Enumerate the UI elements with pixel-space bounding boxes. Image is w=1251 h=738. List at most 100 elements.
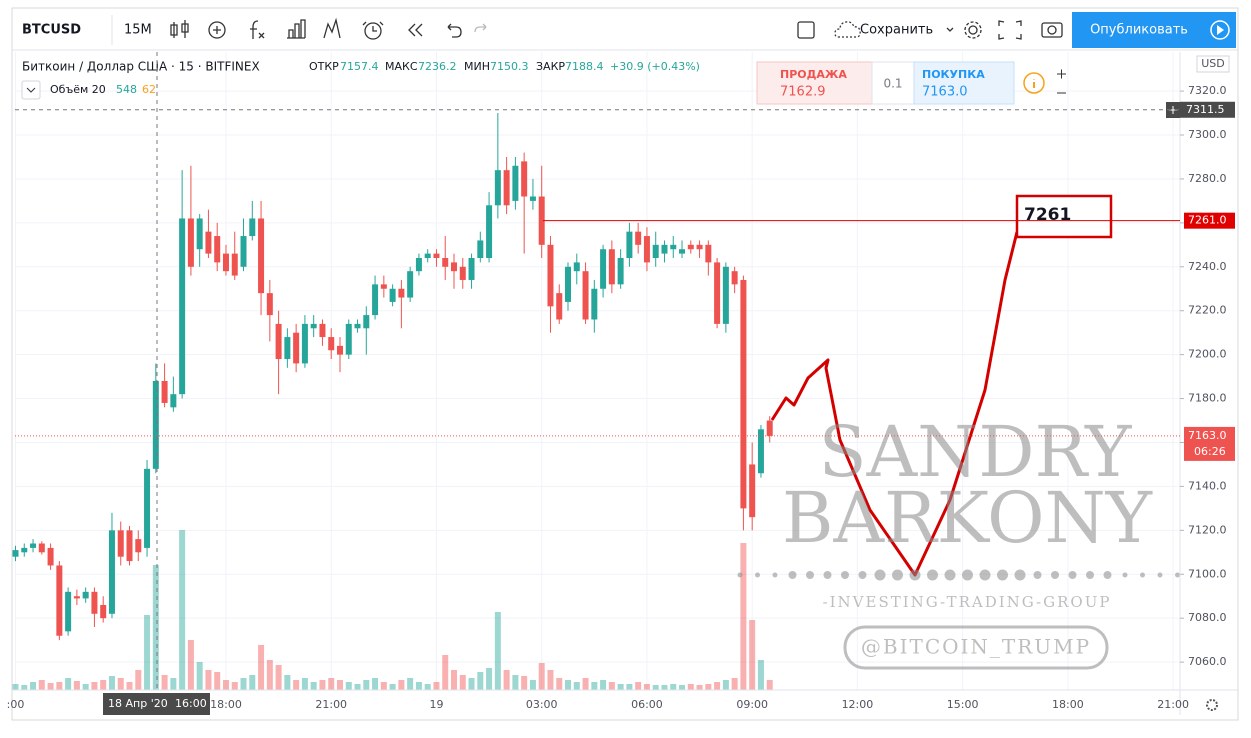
candle-body xyxy=(135,539,142,553)
volume-bar xyxy=(731,678,738,690)
watermark-dot xyxy=(823,571,832,579)
play-circle xyxy=(1210,20,1230,40)
watermark-badge xyxy=(843,625,1109,670)
volume-bar xyxy=(310,682,317,690)
volume-label: Объём 20 xyxy=(50,83,106,96)
redo-icon[interactable] xyxy=(474,23,487,33)
candle-body xyxy=(591,288,598,320)
candle-body xyxy=(757,429,764,474)
watermark-dot xyxy=(1140,572,1145,578)
symbol[interactable]: BTCUSD xyxy=(22,23,81,38)
watermark-dot xyxy=(772,572,778,578)
low-label: МИН xyxy=(464,60,490,73)
buy-button[interactable] xyxy=(913,61,1015,105)
candle-body xyxy=(451,262,457,272)
x-tick-label: 19 xyxy=(429,698,443,711)
volume-bar xyxy=(643,684,650,690)
volume-bar xyxy=(477,672,484,690)
sell-button[interactable] xyxy=(756,61,873,105)
crosshair-price: 7311.5 xyxy=(1186,103,1225,116)
publish-button[interactable] xyxy=(1072,12,1206,48)
indicator-icon[interactable] xyxy=(208,21,226,39)
candle-body xyxy=(468,258,475,280)
volume-bar xyxy=(679,685,686,690)
collapse-button[interactable] xyxy=(21,80,41,100)
x-tick-label: 06:00 xyxy=(631,698,663,711)
candle-body xyxy=(749,464,756,518)
volume-bar xyxy=(565,680,572,690)
replay-icon[interactable] xyxy=(408,23,423,37)
x-tick-label: 12:00 xyxy=(842,698,874,711)
crosshair-price-box xyxy=(1180,101,1235,118)
chart-type-icon[interactable] xyxy=(170,20,189,38)
watermark-dot xyxy=(788,571,797,579)
candle-body xyxy=(547,244,554,307)
quantity-field[interactable] xyxy=(871,61,915,105)
stepper[interactable] xyxy=(1057,69,1066,94)
volume-bar xyxy=(687,684,694,690)
volume-bar xyxy=(608,682,615,690)
watermark-line: SANDRY xyxy=(819,411,1132,493)
candle-body xyxy=(424,253,431,259)
watermark-dot xyxy=(962,569,973,581)
interval[interactable]: 15M xyxy=(124,23,152,38)
candle-body xyxy=(82,591,89,599)
candle-body xyxy=(117,530,124,557)
watermark-dot xyxy=(1157,572,1163,578)
legend: Биткоин / Доллар США · 15 · BITFINEX ОТК… xyxy=(21,60,700,100)
lens xyxy=(1047,25,1057,35)
volume-bar xyxy=(415,682,422,690)
layout-icon[interactable] xyxy=(797,21,815,39)
candle-body xyxy=(266,293,273,316)
volume-bar xyxy=(503,670,510,690)
volume-bar xyxy=(205,670,212,690)
candle-body xyxy=(433,253,440,259)
watermark-dot xyxy=(909,569,921,581)
countdown: 06:26 xyxy=(1194,445,1226,458)
watermark-dot xyxy=(841,571,849,579)
toolbar: BTCUSD 15M Сохранить Опубликовать xyxy=(12,12,1238,51)
volume-bar xyxy=(65,678,72,690)
fx-icon[interactable] xyxy=(250,20,265,39)
volume-bar xyxy=(468,678,475,690)
volume-bar xyxy=(73,681,80,690)
trade-panel: ПРОДАЖА 7162.9 0.1 ПОКУПКА 7163.0 xyxy=(756,61,1066,105)
plus-icon xyxy=(213,26,221,34)
candle-body xyxy=(152,380,159,469)
settings-icon[interactable] xyxy=(968,25,978,35)
volume-bar xyxy=(222,680,229,690)
y-tick-label: 7320.0 xyxy=(1188,84,1227,97)
candle-body xyxy=(415,258,422,272)
annotation-box xyxy=(1015,194,1113,239)
y-tick-label: 7120.0 xyxy=(1188,523,1227,536)
save-button[interactable]: Сохранить xyxy=(860,23,933,38)
crosshair-time: 16:00 xyxy=(175,697,207,710)
info-icon[interactable] xyxy=(1023,72,1045,94)
candle-body xyxy=(398,288,405,298)
undo-icon[interactable] xyxy=(447,23,462,38)
currency-box xyxy=(1196,55,1230,73)
sell-label: ПРОДАЖА xyxy=(780,68,847,81)
candle-body xyxy=(714,262,721,324)
candle-body xyxy=(477,240,484,259)
compare-icon[interactable] xyxy=(287,19,306,39)
alert-icon[interactable] xyxy=(364,22,382,40)
candle-body xyxy=(161,380,168,403)
last-price-box xyxy=(1184,426,1235,461)
volume-bar xyxy=(135,670,142,690)
publish-label: Опубликовать xyxy=(1090,23,1188,38)
axis-settings[interactable] xyxy=(1206,699,1218,711)
template-icon[interactable] xyxy=(323,17,341,39)
volume-bar xyxy=(521,676,528,690)
close-label: ЗАКР xyxy=(536,60,565,73)
buy-label: ПОКУПКА xyxy=(922,68,985,81)
candle-body xyxy=(275,323,282,360)
volume-bar xyxy=(196,662,203,690)
candle-body xyxy=(679,249,686,254)
volume-bar xyxy=(179,530,186,690)
volume-bar xyxy=(21,685,28,690)
fullscreen-icon[interactable] xyxy=(998,20,1022,40)
volume-bar xyxy=(117,678,124,690)
candle-body xyxy=(100,605,107,619)
snapshot-icon[interactable] xyxy=(1041,22,1063,38)
